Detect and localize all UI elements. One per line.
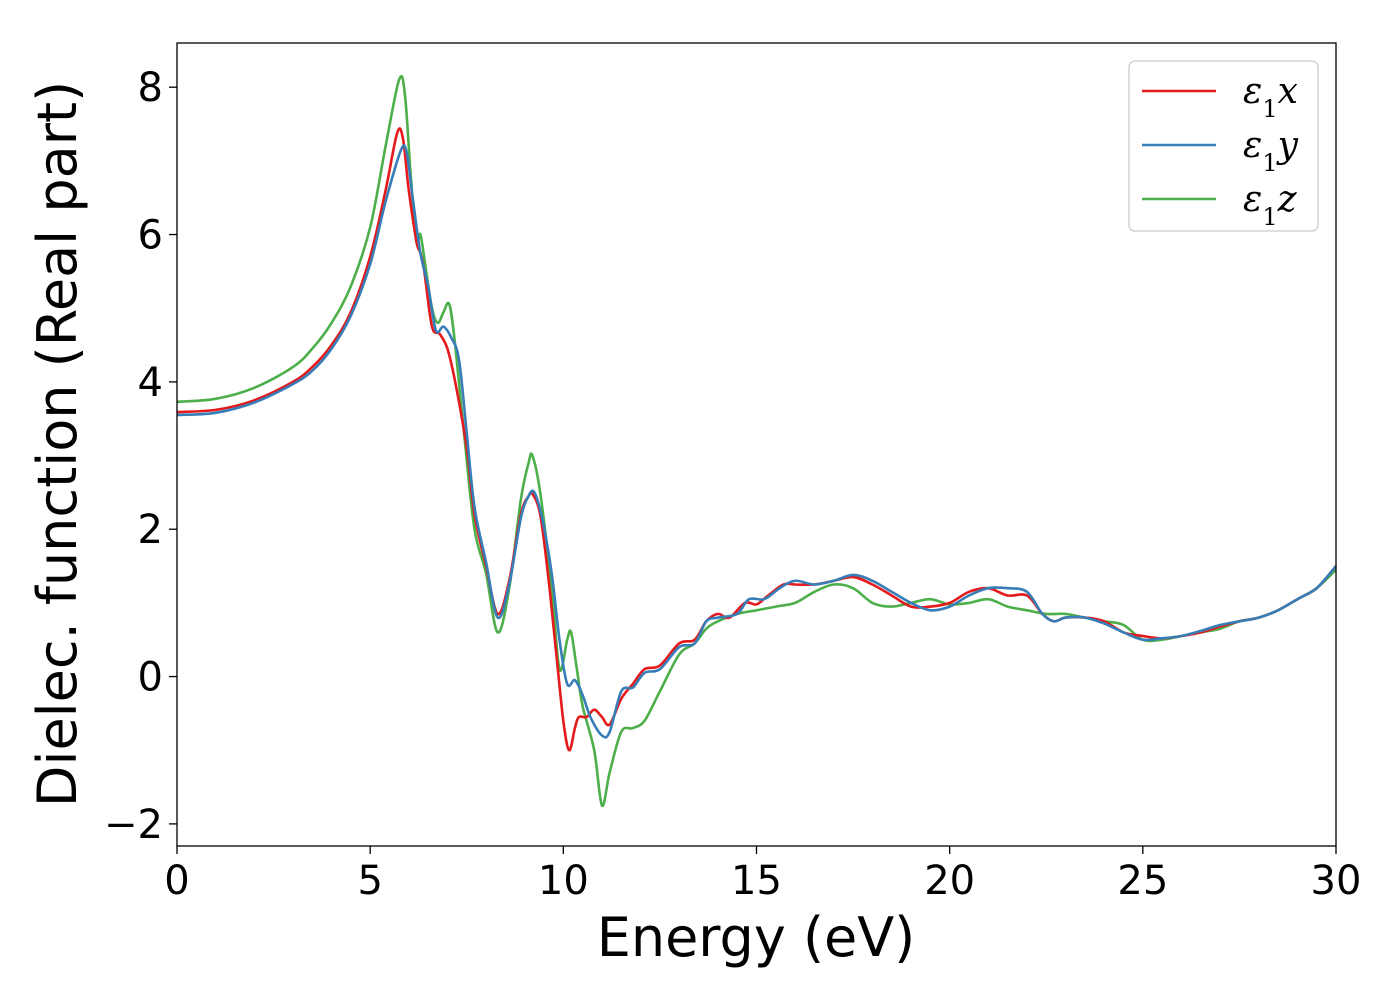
x-tick-label: 20	[924, 858, 975, 904]
x-tick-label: 15	[731, 858, 782, 904]
x-tick-label: 5	[357, 858, 382, 904]
legend-label-y: ε1y	[1243, 125, 1299, 177]
x-tick-label: 10	[538, 858, 589, 904]
y-tick-label: −2	[104, 802, 163, 848]
x-tick-label: 0	[164, 858, 189, 904]
x-tick-label: 30	[1311, 858, 1362, 904]
y-axis: −2 0 2 4 6 8	[104, 65, 177, 848]
series-line-y	[176, 144, 1337, 739]
legend-box	[1128, 60, 1319, 232]
y-tick-label: 0	[138, 655, 163, 701]
x-tick-label: 25	[1117, 858, 1168, 904]
y-tick-label: 8	[138, 65, 163, 111]
x-axis-title: Energy (eV)	[597, 906, 916, 969]
legend-label-x: ε1x	[1243, 71, 1298, 123]
series-layer	[176, 74, 1337, 807]
legend-label-z: ε1z	[1243, 179, 1298, 231]
y-tick-label: 6	[138, 213, 163, 259]
y-axis-title: Dielec. function (Real part)	[26, 81, 89, 807]
y-tick-label: 2	[138, 507, 163, 553]
x-axis: 0 5 10 15 20 25 30	[164, 846, 1361, 904]
y-tick-label: 4	[138, 360, 163, 406]
